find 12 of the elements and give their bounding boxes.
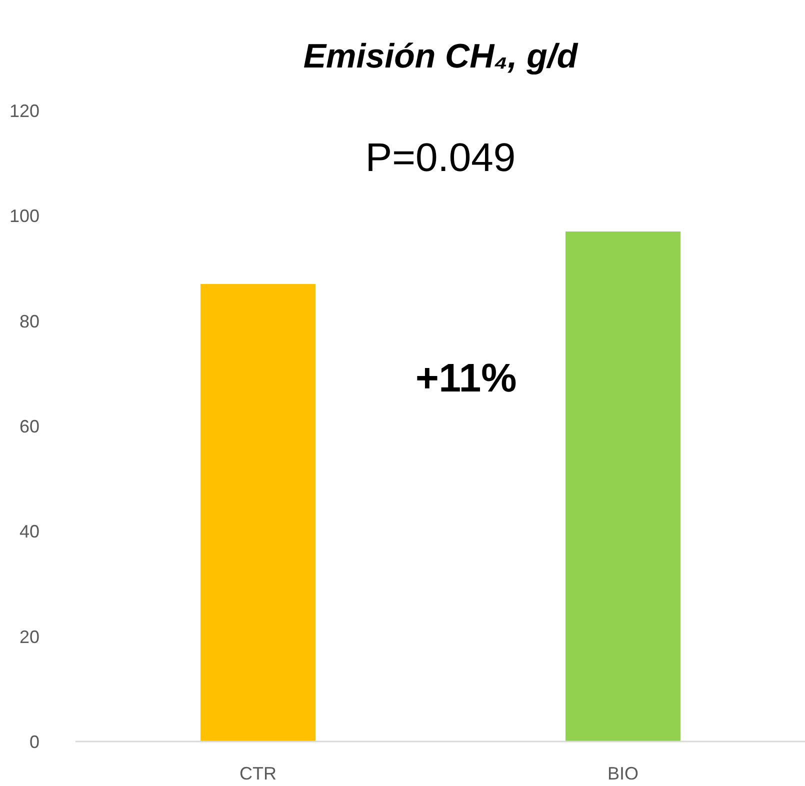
y-tick-label: 40 xyxy=(19,522,40,542)
x-tick-label: CTR xyxy=(240,764,277,784)
y-tick-label: 80 xyxy=(19,311,40,332)
x-tick-label: BIO xyxy=(607,764,639,784)
y-tick-label: 0 xyxy=(29,732,40,752)
chart-title: Emisión CH₄, g/d xyxy=(303,38,579,76)
y-tick-label: 60 xyxy=(19,416,40,436)
annotation: P=0.049 xyxy=(365,136,516,180)
y-tick-label: 120 xyxy=(9,101,40,121)
y-tick-label: 20 xyxy=(19,626,40,647)
y-tick-label: 100 xyxy=(9,206,40,226)
annotation: +11% xyxy=(415,356,517,401)
